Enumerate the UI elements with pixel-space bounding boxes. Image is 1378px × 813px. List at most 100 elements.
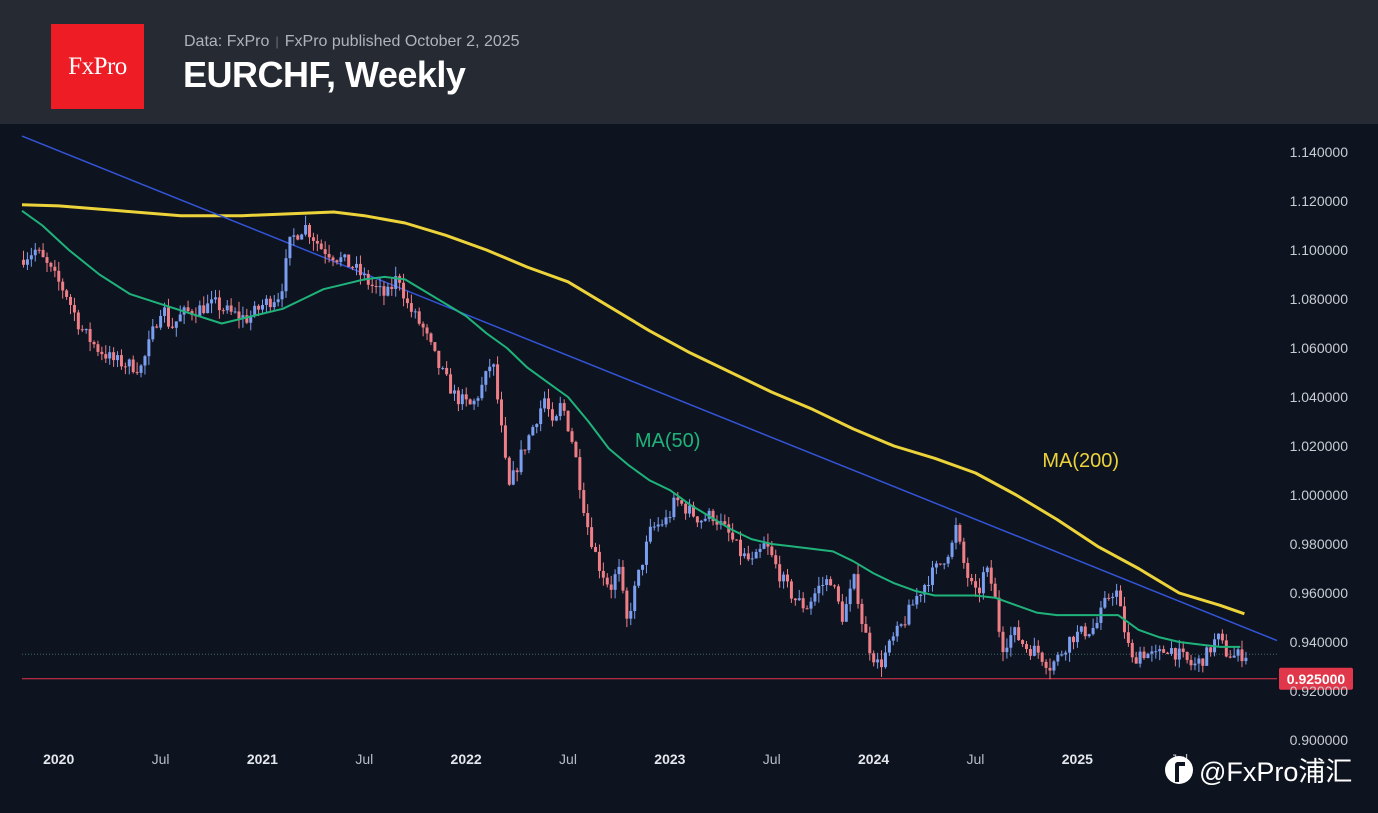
candle-body [1068, 636, 1072, 653]
ma200-label: MA(200) [1042, 450, 1119, 472]
y-tick-label: 1.120000 [1290, 193, 1349, 209]
candle-body [821, 585, 825, 587]
candle-body [245, 315, 249, 323]
candle-body [159, 315, 163, 328]
candle-body [1032, 645, 1036, 656]
candle-body [1056, 654, 1060, 662]
candle [1130, 639, 1134, 663]
candle-body [891, 636, 895, 641]
candle [942, 563, 946, 570]
candle [547, 388, 551, 417]
candle-body [1134, 657, 1138, 664]
candle [554, 414, 558, 422]
candle-body [1232, 655, 1236, 658]
support-price-tag: 0.925000 [1279, 667, 1353, 690]
candle [104, 345, 108, 364]
candle-body [53, 266, 57, 271]
y-tick-label: 1.060000 [1290, 340, 1349, 356]
candle-body [519, 449, 523, 473]
candle-body [688, 505, 692, 514]
x-tick-label: 2020 [43, 751, 74, 767]
candle-body [135, 372, 139, 374]
candle [1005, 638, 1009, 659]
price-tag-bg [1279, 667, 1353, 690]
candle-body [644, 541, 648, 565]
candle [774, 549, 778, 569]
candle-body [315, 240, 319, 244]
candle-body [527, 435, 531, 451]
candle [300, 233, 304, 240]
candle [864, 616, 868, 633]
y-tick-label: 1.100000 [1290, 242, 1349, 258]
candle [758, 543, 762, 558]
candle-body [656, 524, 660, 527]
candle-body [178, 314, 182, 322]
candle [1205, 645, 1209, 666]
candle-body [1119, 590, 1123, 607]
candle-body [1162, 649, 1166, 653]
x-tick-label: 2024 [858, 751, 889, 767]
candle-body [166, 307, 170, 327]
candle [586, 504, 590, 535]
candle-body [1013, 627, 1017, 636]
candle-body [429, 333, 433, 343]
candle [268, 295, 272, 313]
candle-body [221, 310, 225, 312]
candle-body [954, 524, 958, 543]
candle-body [394, 276, 398, 289]
candle [621, 560, 625, 594]
candle [1216, 633, 1220, 648]
candle-body [731, 532, 735, 540]
candle [155, 323, 159, 329]
candle-body [464, 394, 468, 400]
candle-body [1150, 651, 1154, 654]
x-tick-label: Jul [559, 751, 577, 767]
candle [1009, 626, 1013, 657]
candle [29, 247, 33, 267]
candle [53, 260, 57, 278]
candle-body [22, 259, 25, 265]
candle [703, 514, 707, 522]
candle-body [907, 604, 911, 625]
candle-body [617, 566, 621, 575]
candle [284, 249, 288, 298]
candle-body [856, 574, 860, 604]
candle [1072, 635, 1076, 650]
candle [1181, 641, 1185, 658]
candle [566, 410, 570, 432]
candle-body [49, 262, 53, 267]
candle-body [421, 323, 425, 328]
candle-body [993, 583, 997, 598]
candle [801, 592, 805, 613]
candlestick-chart: 0.925000 1.140000 1.120000 1.100000 1.08000… [21, 135, 1353, 767]
candle [1244, 651, 1248, 665]
x-tick-label: Jul [967, 751, 985, 767]
candle-body [637, 569, 641, 586]
candle [221, 307, 225, 315]
candle [989, 560, 993, 592]
candle [535, 423, 539, 434]
candle-body [347, 254, 351, 267]
candle-body [876, 659, 880, 663]
candle [280, 283, 284, 308]
candle [977, 578, 981, 603]
candle-body [409, 303, 413, 312]
candle [25, 252, 29, 271]
candle-body [1205, 647, 1209, 666]
candle [69, 294, 73, 315]
candle-body [578, 457, 582, 491]
candle [868, 626, 872, 661]
candle-body [1146, 653, 1150, 659]
candle [786, 568, 790, 588]
candle-body [112, 352, 116, 361]
candle-body [210, 299, 214, 304]
candle [876, 652, 880, 669]
candle [907, 599, 911, 626]
candle [425, 324, 429, 341]
candle [213, 289, 217, 304]
candle [355, 256, 359, 276]
candle-body [76, 312, 80, 330]
x-tick-label: Jul [152, 751, 170, 767]
candle-body [899, 624, 903, 626]
candle-body [276, 299, 280, 303]
